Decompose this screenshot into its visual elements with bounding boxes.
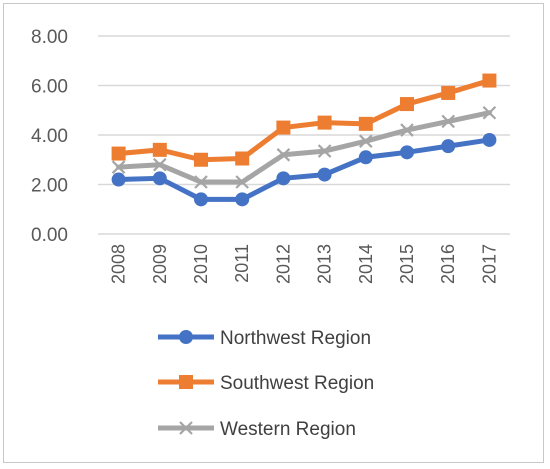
data-point xyxy=(441,85,456,100)
data-point xyxy=(441,114,455,129)
y-tick-label: 4.00 xyxy=(31,126,68,147)
series-northwest-region xyxy=(111,132,497,207)
data-point xyxy=(194,192,208,207)
data-point xyxy=(317,167,332,182)
x-tick-label: 2017 xyxy=(479,244,499,284)
data-point xyxy=(482,73,497,88)
data-point xyxy=(152,142,167,157)
legend-label: Southwest Region xyxy=(220,373,374,394)
series-line xyxy=(116,137,492,202)
data-point xyxy=(358,150,373,165)
chart-frame xyxy=(3,3,544,463)
y-tick-label: 2.00 xyxy=(31,176,68,197)
data-point xyxy=(179,330,193,344)
data-point xyxy=(179,421,193,435)
x-tick-label: 2013 xyxy=(315,244,335,284)
legend-label: Northwest Region xyxy=(220,328,371,349)
data-point xyxy=(194,152,208,167)
legend-label: Western Region xyxy=(220,419,356,440)
x-tick-label: 2015 xyxy=(397,244,417,284)
data-point xyxy=(179,375,193,389)
data-point xyxy=(358,116,373,131)
data-point xyxy=(482,105,497,120)
legend-entry: Northwest Region xyxy=(158,328,371,349)
series-line xyxy=(116,78,492,163)
data-point xyxy=(111,146,126,161)
data-point xyxy=(276,148,291,162)
data-point xyxy=(235,192,250,207)
data-point xyxy=(111,172,126,187)
data-point xyxy=(441,139,456,154)
legend: Northwest Region Southwest Region Western … xyxy=(158,328,374,440)
y-tick-label: 0.00 xyxy=(31,225,68,246)
data-point xyxy=(235,151,250,166)
x-tick-label: 2008 xyxy=(109,244,129,284)
x-tick-label: 2016 xyxy=(438,244,458,284)
data-point xyxy=(194,175,208,189)
data-point xyxy=(153,157,167,172)
data-point xyxy=(359,134,373,148)
gridlines xyxy=(98,35,510,235)
data-point xyxy=(400,145,414,160)
x-tick-label: 2012 xyxy=(273,244,293,284)
series-line xyxy=(116,110,492,185)
series-western-region xyxy=(111,105,497,189)
x-tick-label: 2009 xyxy=(150,244,170,284)
series-southwest-region xyxy=(111,73,497,167)
y-tick-label: 8.00 xyxy=(31,27,68,48)
data-point xyxy=(482,132,497,147)
legend-entry: Southwest Region xyxy=(158,373,374,394)
data-point xyxy=(276,171,291,186)
data-point xyxy=(235,175,249,189)
x-tick-label: 2010 xyxy=(191,244,211,284)
y-axis-ticks: 0.00 2.00 4.00 6.00 8.00 xyxy=(31,27,68,246)
data-point xyxy=(400,97,414,112)
x-axis-ticks: 2008 2009 2010 2011 2012 2013 2014 2015 2016 2017 xyxy=(109,244,500,284)
y-tick-label: 6.00 xyxy=(31,77,68,98)
legend-entry: Western Region xyxy=(158,419,356,440)
x-tick-label: 2011 xyxy=(232,244,252,283)
data-point xyxy=(317,115,332,130)
x-tick-label: 2014 xyxy=(356,244,376,284)
data-point xyxy=(400,123,414,137)
data-point xyxy=(111,160,126,174)
data-point xyxy=(317,144,332,158)
data-point xyxy=(276,120,291,135)
data-point xyxy=(152,171,167,186)
series-lines xyxy=(111,73,497,207)
